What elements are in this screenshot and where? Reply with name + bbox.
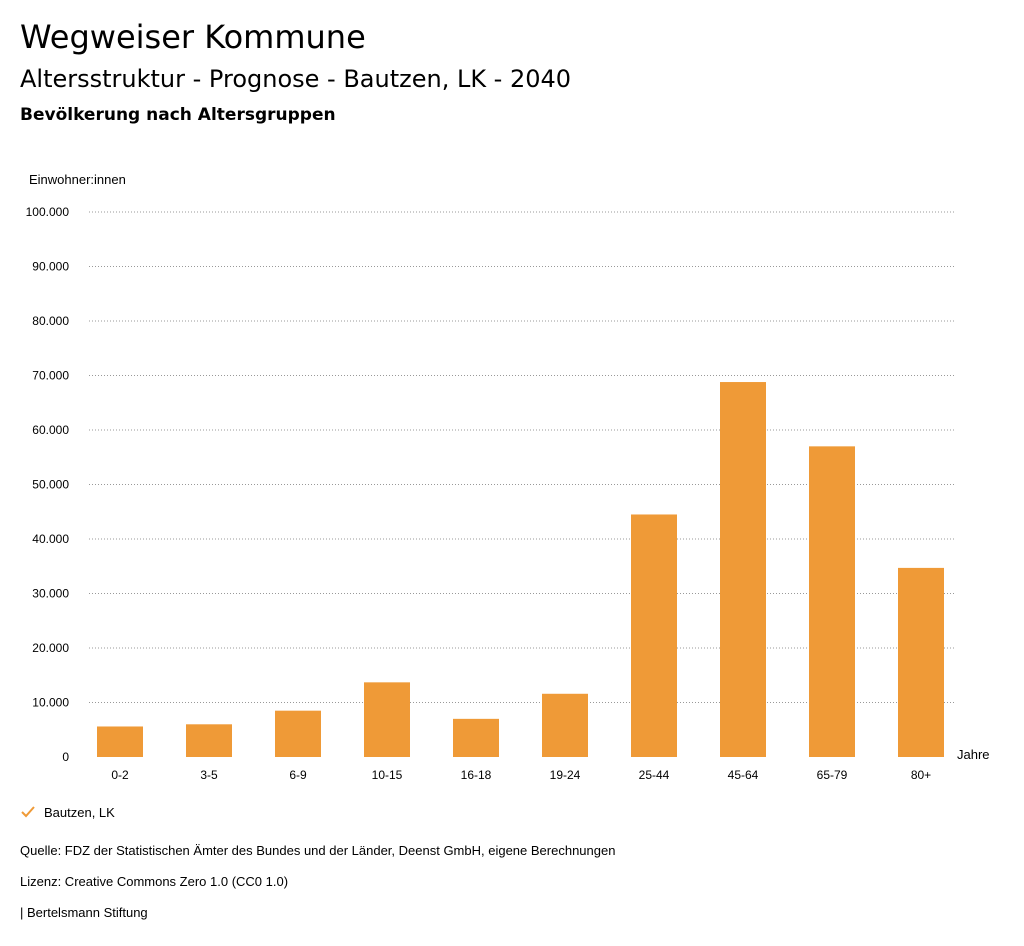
y-tick-label: 100.000 — [26, 205, 70, 219]
x-axis-ticks: 0-2 3-5 6-9 10-15 16-18 19-24 25-44 45-64 65-79 8… — [111, 768, 931, 782]
bar-chart: Einwohner:innen Jahre 0 10.000 20.000 30.00… — [26, 172, 990, 782]
y-tick-label: 10.000 — [32, 696, 69, 710]
x-tick-label: 16-18 — [461, 768, 492, 782]
x-tick-label: 10-15 — [372, 768, 403, 782]
x-tick-label: 65-79 — [817, 768, 848, 782]
y-tick-label: 80.000 — [32, 314, 69, 328]
y-tick-label: 30.000 — [32, 587, 69, 601]
y-tick-label: 60.000 — [32, 423, 69, 437]
y-tick-label: 20.000 — [32, 641, 69, 655]
x-axis-label: Jahre — [957, 747, 990, 762]
y-axis-ticks: 0 10.000 20.000 30.000 40.000 50.000 60.000 70.… — [26, 205, 70, 764]
x-tick-label: 3-5 — [200, 768, 218, 782]
x-tick-label: 6-9 — [289, 768, 307, 782]
source-note: Quelle: FDZ der Statistischen Ämter des … — [20, 843, 616, 858]
gridlines — [89, 211, 955, 703]
bar — [186, 724, 232, 757]
y-tick-label: 0 — [62, 750, 69, 764]
x-tick-label: 19-24 — [550, 768, 581, 782]
check-icon — [21, 806, 35, 818]
legend-item-bautzen[interactable]: Bautzen, LK — [20, 801, 115, 823]
x-tick-label: 0-2 — [111, 768, 129, 782]
legend-label: Bautzen, LK — [44, 804, 115, 820]
bar — [809, 446, 855, 757]
bar — [453, 718, 499, 757]
bars — [97, 382, 944, 757]
y-tick-label: 90.000 — [32, 260, 69, 274]
y-tick-label: 70.000 — [32, 369, 69, 383]
chart-title: Altersstruktur - Prognose - Bautzen, LK … — [20, 65, 572, 93]
bar — [275, 710, 321, 757]
bar — [364, 682, 410, 757]
license-note: Lizenz: Creative Commons Zero 1.0 (CC0 1… — [20, 874, 289, 889]
x-tick-label: 80+ — [911, 768, 931, 782]
brand-title: Wegweiser Kommune — [20, 18, 366, 56]
bar — [97, 726, 143, 757]
bar — [898, 567, 944, 757]
y-tick-label: 40.000 — [32, 532, 69, 546]
chart-subtitle: Bevölkerung nach Altersgruppen — [20, 105, 336, 125]
x-tick-label: 45-64 — [728, 768, 759, 782]
x-tick-label: 25-44 — [639, 768, 670, 782]
y-axis-label: Einwohner:innen — [29, 172, 126, 187]
publisher-note: | Bertelsmann Stiftung — [20, 905, 148, 920]
bar — [631, 514, 677, 757]
y-tick-label: 50.000 — [32, 478, 69, 492]
bar — [542, 693, 588, 757]
bar — [720, 382, 766, 757]
